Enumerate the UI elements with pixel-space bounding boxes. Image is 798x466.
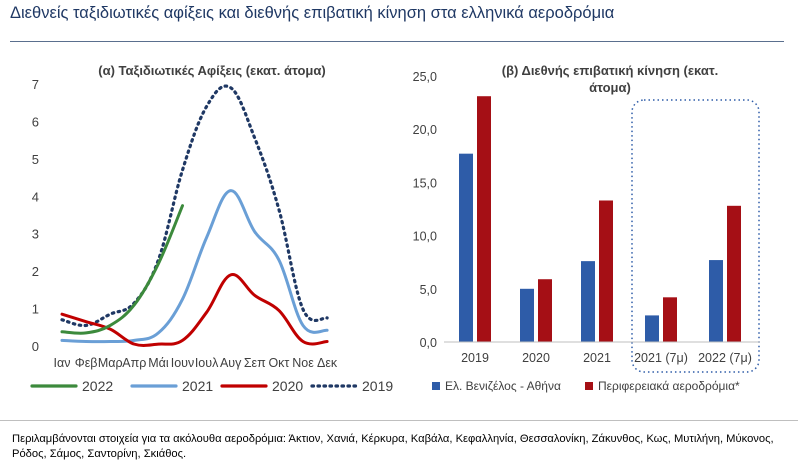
chart-a-y-tick-label: 0 bbox=[32, 339, 39, 354]
chart-b-bar bbox=[727, 205, 741, 342]
chart-a-x-axis: Ιαν Φεβ Μαρ Απρ Μάι Ιουν Ιουλ Αυγ Σεπ Οκτ Νοε Δεκ bbox=[54, 356, 338, 370]
chart-b-bar bbox=[663, 297, 677, 342]
chart-b-bars bbox=[444, 96, 760, 343]
chart-b-legend: Ελ. Βενιζέλος - Αθήνα Περιφερειακά αεροδρ… bbox=[432, 379, 740, 393]
footnote-text: Περιλαμβάνονται στοιχεία για τα ακόλουθα… bbox=[12, 433, 774, 460]
arrivals-line-chart: (α) Ταξιδιωτικές Αφίξεις (εκατ. άτομα) 0… bbox=[30, 63, 393, 394]
chart-b-y-tick-label: 5,0 bbox=[420, 283, 437, 297]
chart-b-title-line-2: άτομα) bbox=[589, 80, 631, 95]
chart-a-series-line-2019 bbox=[60, 84, 329, 328]
chart-a-title: (α) Ταξιδιωτικές Αφίξεις (εκατ. άτομα) bbox=[98, 63, 325, 78]
chart-b-bar bbox=[538, 279, 552, 342]
chart-a-x-tick-label: Ιουν bbox=[171, 356, 195, 370]
chart-b-x-axis: 2019 2020 2021 2021 (7μ) 2022 (7μ) bbox=[461, 351, 752, 365]
chart-b-legend-label: Περιφερειακά αεροδρόμια* bbox=[598, 379, 740, 393]
chart-b-y-tick-label: 10,0 bbox=[413, 230, 437, 244]
chart-a-legend: 2022 2021 2020 2019 bbox=[30, 378, 393, 394]
chart-a-y-axis: 0 1 2 3 4 5 6 7 bbox=[32, 77, 39, 354]
chart-b-bar bbox=[581, 261, 595, 342]
chart-a-x-tick-label: Οκτ bbox=[268, 356, 289, 370]
chart-a-x-tick-label: Μαρ bbox=[98, 356, 123, 370]
chart-a-x-tick-label: Ιουλ bbox=[195, 356, 219, 370]
title-rule bbox=[10, 41, 784, 42]
chart-a-legend-label-2020: 2020 bbox=[272, 378, 303, 394]
chart-b-legend-label: Ελ. Βενιζέλος - Αθήνα bbox=[445, 379, 561, 393]
chart-b-x-tick-label: 2022 (7μ) bbox=[698, 351, 752, 365]
chart-a-x-tick-label: Μάι bbox=[148, 356, 169, 370]
chart-b-bar bbox=[645, 315, 659, 342]
chart-a-y-tick-label: 4 bbox=[32, 189, 39, 204]
chart-a-y-tick-label: 5 bbox=[32, 152, 39, 167]
chart-b-y-tick-label: 20,0 bbox=[413, 123, 437, 137]
figure-title: Διεθνείς ταξιδιωτικές αφίξεις και διεθνή… bbox=[10, 4, 615, 22]
chart-b-bar bbox=[477, 96, 491, 342]
chart-a-x-tick-label: Απρ bbox=[122, 356, 146, 370]
chart-b-x-tick-label: 2021 (7μ) bbox=[634, 351, 688, 365]
chart-b-title-line-1: (β) Διεθνής επιβατική κίνηση (εκατ. bbox=[502, 63, 719, 78]
chart-a-y-tick-label: 3 bbox=[32, 227, 39, 242]
chart-a-y-tick-label: 2 bbox=[32, 264, 39, 279]
chart-a-y-tick-label: 1 bbox=[32, 302, 39, 317]
chart-a-y-tick-label: 7 bbox=[32, 77, 39, 92]
chart-b-y-tick-label: 25,0 bbox=[413, 70, 437, 84]
chart-b-legend-swatch bbox=[432, 382, 440, 390]
chart-b-y-tick-label: 0,0 bbox=[420, 336, 437, 350]
chart-b-y-tick-label: 15,0 bbox=[413, 176, 437, 190]
chart-a-series-line-2022 bbox=[60, 204, 184, 335]
chart-a-y-tick-label: 6 bbox=[32, 114, 39, 129]
chart-a-x-tick-label: Ιαν bbox=[54, 356, 71, 370]
chart-a-x-tick-label: Δεκ bbox=[317, 356, 338, 370]
chart-a-series bbox=[60, 84, 329, 347]
chart-b-bar bbox=[599, 200, 613, 342]
chart-a-x-tick-label: Αυγ bbox=[220, 356, 242, 370]
chart-a-legend-label-2022: 2022 bbox=[82, 378, 113, 394]
chart-b-bar bbox=[520, 288, 534, 342]
chart-a-x-tick-label: Φεβ bbox=[75, 356, 98, 370]
footnote-box: Περιλαμβάνονται στοιχεία για τα ακόλουθα… bbox=[0, 420, 798, 466]
chart-a-series-line-2021 bbox=[60, 189, 329, 344]
chart-b-bar bbox=[459, 153, 473, 342]
chart-a-legend-label-2019: 2019 bbox=[362, 378, 393, 394]
chart-b-x-tick-label: 2021 bbox=[583, 351, 611, 365]
chart-b-x-tick-label: 2020 bbox=[522, 351, 550, 365]
chart-b-bar bbox=[709, 260, 723, 342]
chart-a-legend-label-2021: 2021 bbox=[182, 378, 213, 394]
chart-b-x-tick-label: 2019 bbox=[461, 351, 489, 365]
passenger-bar-chart: (β) Διεθνής επιβατική κίνηση (εκατ. άτομ… bbox=[413, 63, 760, 393]
chart-a-x-tick-label: Νοε bbox=[292, 356, 314, 370]
chart-a-x-tick-label: Σεπ bbox=[244, 356, 266, 370]
chart-b-y-axis: 0,0 5,0 10,0 15,0 20,0 25,0 bbox=[413, 70, 437, 350]
chart-b-legend-swatch bbox=[585, 382, 593, 390]
